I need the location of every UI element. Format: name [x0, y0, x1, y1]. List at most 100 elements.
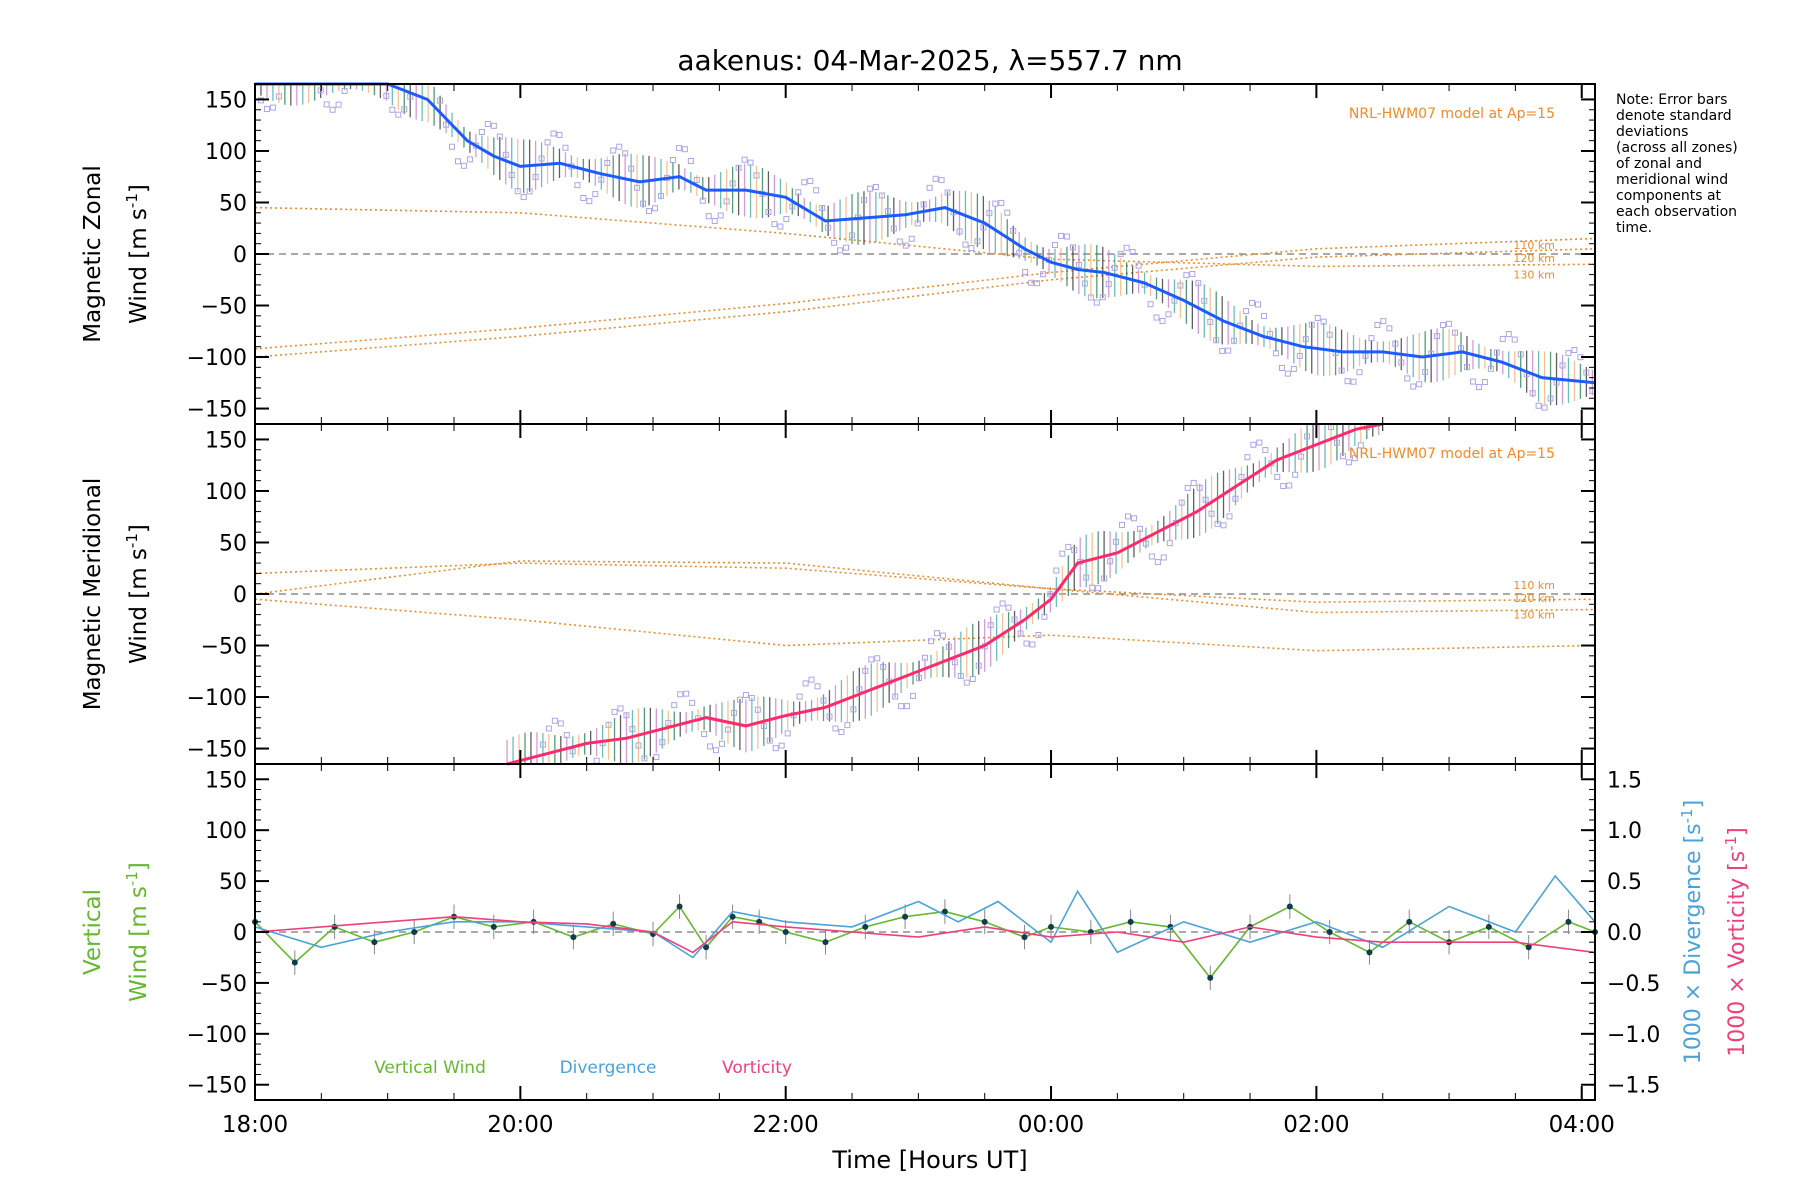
zone-point [1154, 559, 1161, 566]
zone-point [1183, 272, 1190, 279]
zone-point [1148, 553, 1155, 560]
model-label: NRL-HWM07 model at Ap=15 [1349, 106, 1555, 122]
zone-point [1069, 244, 1076, 251]
zone-point [1333, 439, 1340, 446]
zone-point [1053, 567, 1060, 574]
vertical-wind-point [902, 913, 909, 920]
zone-point [772, 745, 779, 752]
zone-point [1481, 379, 1488, 386]
zone-point [1565, 350, 1572, 357]
zone-point [1249, 299, 1256, 306]
y-tick-label: 150 [205, 88, 247, 113]
zone-point [874, 655, 881, 662]
zone-point [908, 235, 915, 242]
zone-point [557, 720, 564, 727]
zone-point [826, 713, 833, 720]
zone-point [646, 208, 653, 215]
note-line: (across all zones) [1616, 140, 1738, 156]
zone-point [729, 180, 736, 187]
right-tick-label: −0.5 [1607, 972, 1660, 997]
zone-point [1255, 301, 1262, 308]
zone-point [593, 757, 600, 764]
zone-point [1243, 308, 1250, 315]
zone-point [677, 691, 684, 698]
zone-point [747, 159, 754, 166]
zone-point [1452, 329, 1459, 336]
zone-point [927, 638, 934, 645]
zone-point [735, 164, 742, 171]
zone-point [968, 245, 975, 252]
x-tick-label: 00:00 [1018, 1112, 1084, 1138]
zone-point [1338, 367, 1345, 374]
zone-point [623, 712, 630, 719]
y-tick-label: −100 [187, 1023, 247, 1048]
zone-point [1184, 484, 1191, 491]
zone-point [693, 176, 700, 183]
y-tick-label: 0 [233, 921, 247, 946]
zone-point [1547, 395, 1554, 402]
panel-vertical: Vertical Wind Divergence Vorticity 1.5 1.0 0.… [80, 763, 1750, 1101]
zone-point [1063, 233, 1070, 240]
zone-point [1059, 550, 1066, 557]
zone-point [878, 192, 885, 199]
zone-point [1029, 641, 1036, 648]
zone-point [1213, 337, 1220, 344]
zone-point [813, 187, 820, 194]
zone-point [1541, 404, 1548, 411]
zone-point [617, 705, 624, 712]
vertical-wind-point [411, 929, 418, 935]
zone-point [1326, 331, 1333, 338]
zone-point [1004, 209, 1011, 216]
vertical-wind-point [371, 939, 378, 946]
zone-point [1511, 336, 1518, 343]
right-tick-label: 0.0 [1607, 921, 1642, 946]
zone-point [1113, 538, 1120, 545]
zone-point [520, 194, 527, 201]
zone-point [910, 692, 917, 699]
zone-point [1559, 362, 1566, 369]
zone-point [784, 730, 791, 737]
zone-point [1505, 331, 1512, 338]
y-tick-label: −150 [187, 1074, 247, 1099]
right-tick-label: −1.0 [1607, 1023, 1660, 1048]
zone-point [526, 188, 533, 195]
zone-point [1017, 630, 1024, 637]
note-line: components at [1616, 188, 1722, 204]
zone-point [884, 208, 891, 215]
zone-point [938, 177, 945, 184]
y-tick-label: −150 [187, 738, 247, 763]
zone-point [802, 680, 809, 687]
zone-point [604, 160, 611, 167]
y-tick-label: −100 [187, 346, 247, 371]
y-tick-label: 0 [233, 583, 247, 608]
vertical-wind-point [703, 944, 710, 951]
zone-point [443, 121, 450, 128]
y-tick-label: −50 [201, 295, 247, 320]
panel-frame [254, 423, 1596, 765]
zone-point [454, 158, 461, 165]
vertical-wind-point [291, 959, 298, 966]
zone-point [514, 188, 521, 195]
zone-point [634, 184, 641, 191]
zone-point [1135, 262, 1142, 269]
zone-point [1440, 322, 1447, 329]
zone-point [545, 725, 552, 732]
zone-point [1225, 347, 1232, 354]
note-line: meridional wind [1616, 172, 1728, 188]
zone-point [1105, 281, 1112, 288]
zone-point [993, 606, 1000, 613]
zone-point [1119, 521, 1126, 528]
zone-point [1129, 249, 1136, 256]
zone-point [1117, 250, 1124, 257]
zone-point [544, 139, 551, 146]
zone-point [707, 743, 714, 750]
vertical-wind-point [1565, 918, 1572, 925]
note-line: of zonal and [1616, 156, 1702, 172]
zone-point [1302, 336, 1309, 343]
legend-divergence: Divergence [560, 1058, 657, 1078]
vertical-wind-point [1366, 949, 1373, 956]
zone-point [711, 218, 718, 225]
zone-point [1087, 294, 1094, 301]
